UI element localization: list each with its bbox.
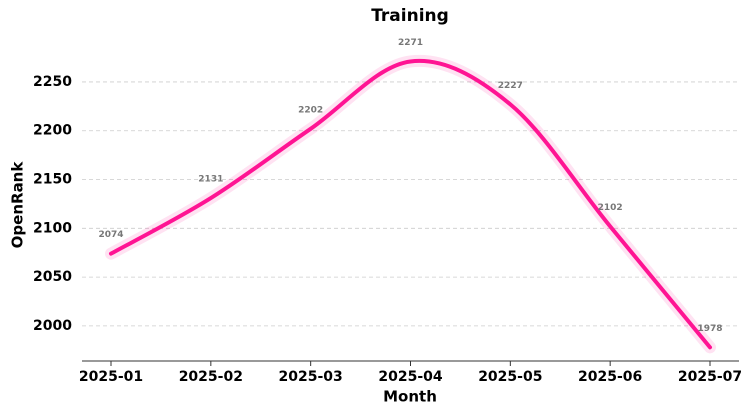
data-label: 2131 (198, 175, 223, 185)
data-label: 2102 (598, 203, 623, 213)
y-tick-label: 2100 (33, 220, 72, 236)
data-label: 2074 (98, 230, 123, 240)
x-axis-label: Month (383, 388, 437, 406)
line (109, 58, 712, 350)
x-tick-label: 2025-06 (578, 369, 642, 385)
x-tick-label: 2025-07 (678, 369, 742, 385)
data-label: 2227 (498, 81, 523, 91)
y-tick-label: 2200 (33, 123, 72, 139)
x-tick-label: 2025-03 (279, 369, 343, 385)
y-tick-label: 2250 (33, 74, 72, 90)
x-tick-label: 2025-04 (378, 369, 443, 385)
y-tick-label: 2150 (33, 172, 72, 188)
x-tick-label: 2025-02 (179, 369, 243, 385)
data-label: 1978 (697, 324, 722, 334)
data-label: 2271 (398, 38, 423, 48)
y-axis-label: OpenRank (9, 161, 27, 249)
y-tick-label: 2000 (33, 318, 72, 334)
y-tick-label: 2050 (33, 269, 72, 285)
x-tick-label: 2025-01 (79, 369, 143, 385)
chart-title: Training (371, 6, 449, 26)
x-tick-label: 2025-05 (478, 369, 542, 385)
data-label: 2202 (298, 105, 323, 115)
